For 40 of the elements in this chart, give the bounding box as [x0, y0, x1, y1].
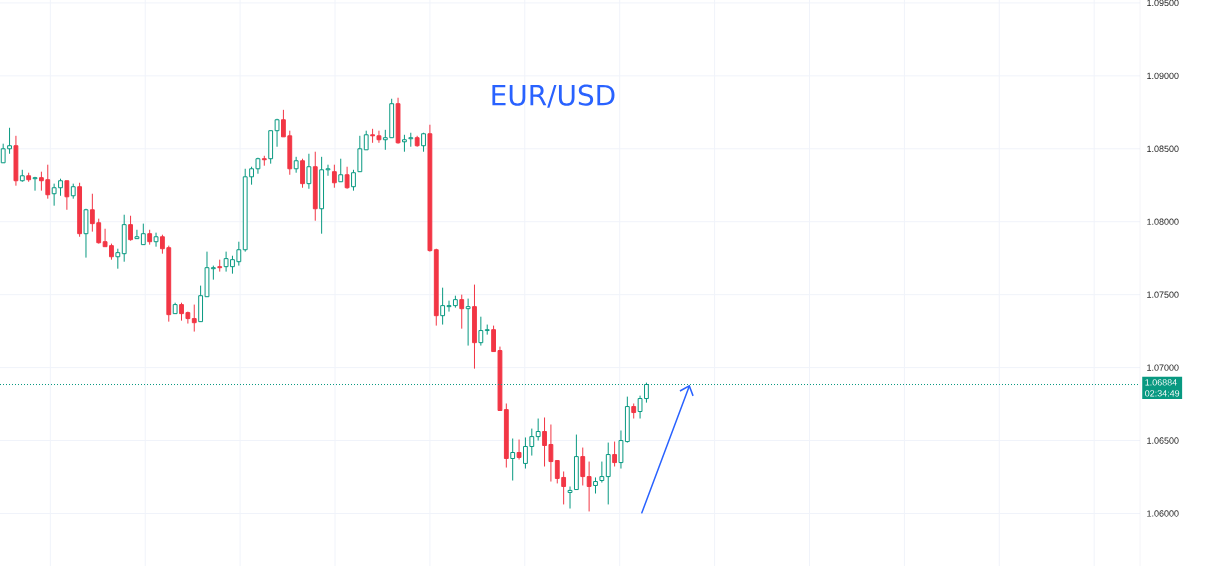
text: EUR/USD	[492, 84, 615, 108]
candlestick	[338, 158, 344, 183]
y-tick-label: 1.07500	[1147, 291, 1179, 298]
candlestick	[306, 153, 312, 190]
ref-line-label: 1.06884	[1145, 379, 1177, 386]
candlestick	[64, 180, 70, 211]
candlestick	[478, 316, 484, 347]
candlestick	[599, 461, 605, 484]
candlestick	[535, 418, 541, 442]
candlestick	[357, 135, 363, 173]
candlestick	[115, 248, 121, 270]
candlestick	[605, 442, 611, 505]
y-tick-label: 1.09500	[1147, 0, 1179, 7]
candlestick	[516, 439, 522, 461]
y-tick-label: 1.07000	[1147, 364, 1179, 371]
y-tick-label: 1.08500	[1147, 145, 1179, 152]
candlestick	[134, 229, 140, 240]
candlestick	[32, 176, 38, 192]
candlestick	[580, 447, 586, 486]
candlestick	[567, 486, 573, 510]
candlestick	[153, 232, 159, 248]
candlestick	[459, 294, 465, 330]
candlestick	[300, 158, 305, 189]
candlestick	[363, 130, 369, 151]
candlestick	[612, 441, 618, 468]
text: 02:34:49	[1145, 390, 1180, 397]
y-tick-label: 1.09000	[1147, 72, 1179, 80]
candlestick	[128, 215, 133, 242]
y-tick-label: 1.06000	[1147, 510, 1179, 517]
y-tick-label: 1.08000	[1147, 218, 1179, 225]
candlestick	[331, 164, 337, 189]
candlestick	[140, 223, 146, 246]
candlestick	[83, 208, 89, 259]
candlestick	[191, 304, 197, 333]
candlestick	[510, 438, 516, 482]
y-tick-label: 1.06500	[1147, 437, 1179, 444]
candlestick	[351, 169, 356, 192]
candlestick	[465, 298, 471, 347]
candlestick	[344, 166, 350, 190]
candlestick	[586, 461, 592, 512]
